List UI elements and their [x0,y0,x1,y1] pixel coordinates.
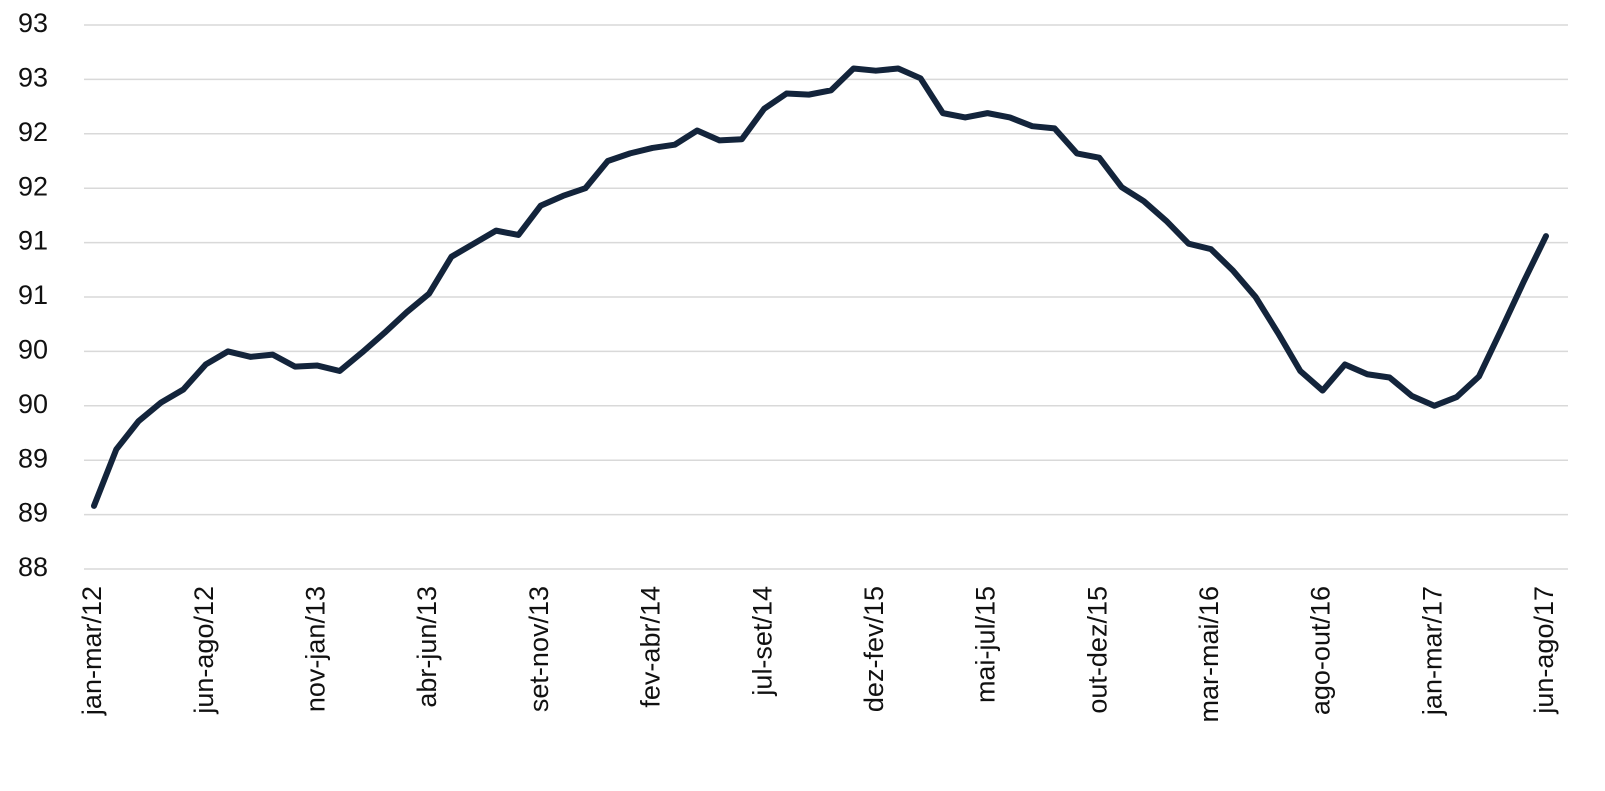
x-tick-label: set-nov/13 [524,586,554,712]
x-tick-label: jun-ago/17 [1529,586,1559,715]
y-tick-label: 89 [18,443,48,473]
x-tick-label: ago-out/16 [1306,586,1336,715]
y-tick-label: 90 [18,335,48,365]
y-tick-label: 89 [18,498,48,528]
x-tick-label: abr-jun/13 [412,586,442,708]
y-tick-label: 93 [18,8,48,38]
data-line [91,65,1549,509]
x-tick-label: nov-jan/13 [301,586,331,712]
x-tick-label: dez-fev/15 [859,586,889,712]
y-tick-label: 92 [18,117,48,147]
x-tick-label: out-dez/15 [1082,586,1112,714]
y-tick-label: 92 [18,171,48,201]
x-tick-label: jan-mar/17 [1417,586,1447,716]
y-tick-label: 91 [18,226,48,256]
y-tick-label: 91 [18,280,48,310]
y-tick-label: 88 [18,552,48,582]
x-tick-label: jan-mar/12 [77,586,107,716]
y-tick-label: 93 [18,63,48,93]
y-tick-label: 90 [18,389,48,419]
x-tick-label: mai-jul/15 [971,586,1001,703]
x-tick-label: mar-mai/16 [1194,586,1224,723]
x-tick-label: fev-abr/14 [636,586,666,708]
x-tick-label: jul-set/14 [747,586,777,697]
x-tick-label: jun-ago/12 [189,586,219,715]
